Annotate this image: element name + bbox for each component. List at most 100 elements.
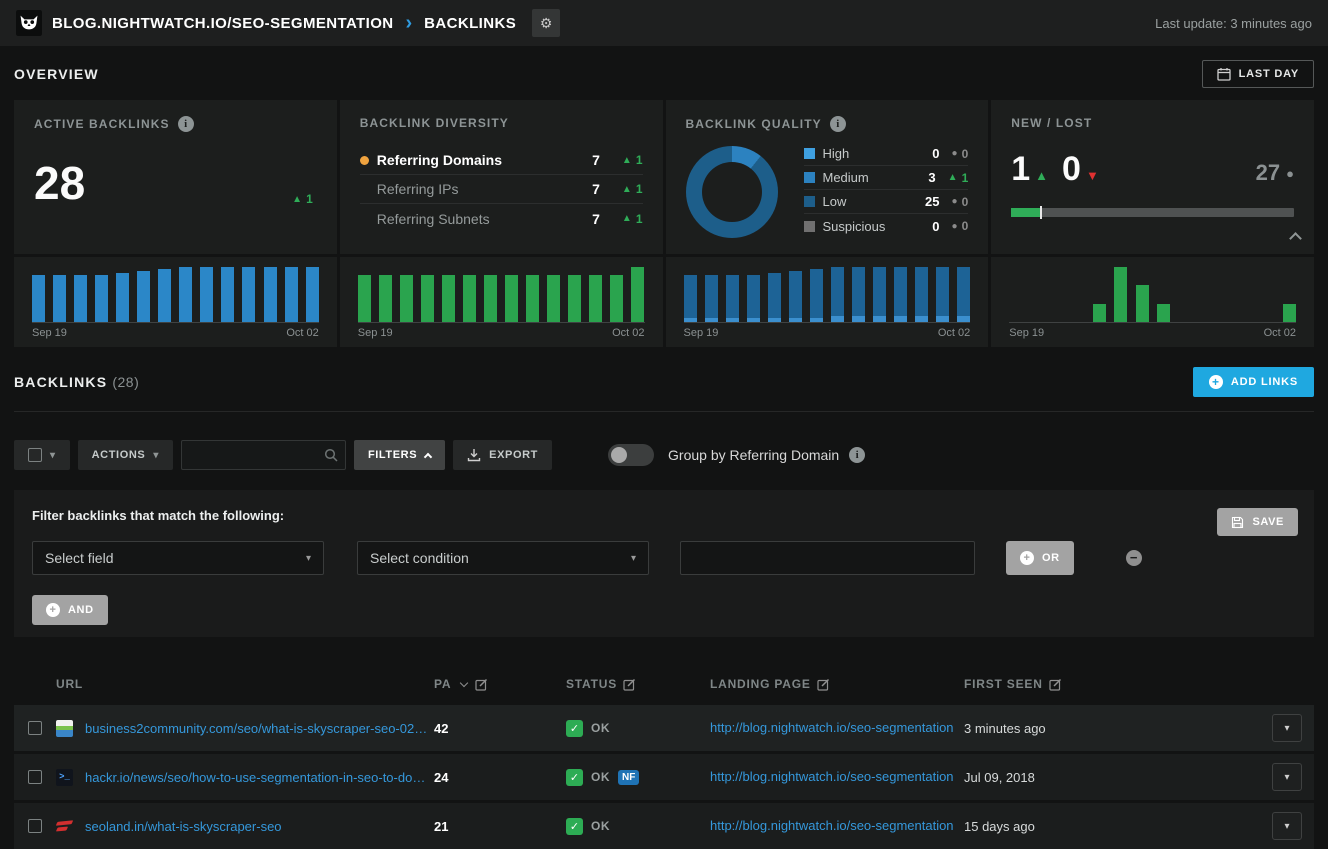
remove-condition-button[interactable]: − [1126, 550, 1142, 566]
column-url: URL [56, 677, 434, 691]
new-lost-card: NEW / LOST 1 ▲ 0 ▼ 27● [991, 100, 1314, 254]
info-icon[interactable]: i [178, 116, 194, 132]
bar-chart [32, 267, 319, 323]
row-checkbox[interactable] [28, 721, 42, 735]
export-button[interactable]: EXPORT [453, 440, 552, 470]
add-and-condition-button[interactable]: + AND [32, 595, 108, 625]
save-filter-button[interactable]: SAVE [1217, 508, 1298, 536]
dot-icon: ● [952, 221, 958, 232]
plus-icon: + [1020, 551, 1034, 565]
chevron-down-icon: ▾ [153, 450, 159, 461]
card-title: BACKLINK DIVERSITY [360, 116, 509, 130]
active-backlinks-chart: Sep 19Oct 02 [14, 257, 337, 347]
series-dot [360, 156, 369, 165]
info-icon[interactable]: i [849, 447, 865, 463]
legend-swatch [804, 196, 815, 207]
quality-row[interactable]: Suspicious 0 ●0 [804, 214, 969, 238]
row-actions-dropdown[interactable]: ▾ [1272, 812, 1302, 840]
sort-chevron-icon[interactable] [460, 679, 468, 687]
settings-button[interactable]: ⚙ [532, 9, 560, 37]
table-header: URL PA STATUS LANDING PAGE FIRST SEEN [14, 663, 1314, 705]
group-by-label: Group by Referring Domain [668, 447, 839, 463]
add-or-condition-button[interactable]: + OR [1006, 541, 1074, 575]
x-axis-start: Sep 19 [32, 327, 67, 339]
actions-dropdown[interactable]: ACTIONS ▾ [78, 440, 173, 470]
diversity-row[interactable]: Referring Subnets 7 ▲1 [360, 204, 643, 233]
add-links-button[interactable]: + ADD LINKS [1193, 367, 1314, 397]
backlinks-count: (28) [112, 374, 139, 390]
card-title: NEW / LOST [1011, 116, 1092, 130]
plus-icon: + [1209, 375, 1223, 389]
select-all-checkbox[interactable] [28, 448, 42, 462]
filter-value-input[interactable] [680, 541, 975, 575]
date-range-button[interactable]: LAST DAY [1202, 60, 1314, 88]
diversity-row[interactable]: Referring IPs 7 ▲1 [360, 175, 643, 204]
backlink-diversity-card: BACKLINK DIVERSITY Referring Domains 7 ▲… [340, 100, 663, 254]
backlink-url[interactable]: hackr.io/news/seo/how-to-use-segmentatio… [85, 770, 434, 785]
diversity-row[interactable]: Referring Domains 7 ▲1 [360, 146, 643, 175]
up-arrow-icon: ▲ [622, 155, 632, 166]
bar-chart [1009, 267, 1296, 323]
up-arrow-icon: ▲ [1035, 168, 1048, 183]
landing-page-link[interactable]: http://blog.nightwatch.io/seo-segmentati… [710, 720, 954, 735]
quality-row[interactable]: Medium 3 ▲1 [804, 166, 969, 190]
column-landing-page[interactable]: LANDING PAGE [710, 677, 964, 691]
legend-swatch [804, 148, 815, 159]
edit-column-icon[interactable] [623, 678, 636, 691]
chevron-down-icon: ▾ [1284, 772, 1289, 783]
info-icon[interactable]: i [830, 116, 846, 132]
edit-column-icon[interactable] [1049, 678, 1062, 691]
status-text: OK [591, 770, 610, 784]
bar-chart [358, 267, 645, 323]
breadcrumb-site[interactable]: BLOG.NIGHTWATCH.IO/SEO-SEGMENTATION [52, 15, 394, 32]
row-checkbox[interactable] [28, 770, 42, 784]
up-arrow-icon: ▲ [622, 184, 632, 195]
row-actions-dropdown[interactable]: ▾ [1272, 763, 1302, 791]
collapse-overview-button[interactable] [1291, 230, 1300, 248]
chevron-down-icon: ▾ [631, 553, 636, 564]
condition-select[interactable]: Select condition ▾ [357, 541, 649, 575]
pa-value: 42 [434, 721, 566, 736]
row-checkbox[interactable] [28, 819, 42, 833]
legend-swatch [804, 221, 815, 232]
table-row[interactable]: business2community.com/seo/what-is-skysc… [14, 705, 1314, 751]
legend-swatch [804, 172, 815, 183]
breadcrumb-section: BACKLINKS [424, 15, 516, 32]
x-axis-start: Sep 19 [1009, 327, 1044, 339]
search-input[interactable] [181, 440, 346, 470]
x-axis-end: Oct 02 [612, 327, 644, 339]
chevron-down-icon: ▾ [50, 450, 56, 461]
column-first-seen[interactable]: FIRST SEEN [964, 677, 1272, 691]
remaining-count: 27 [1256, 160, 1280, 186]
edit-column-icon[interactable] [817, 678, 830, 691]
landing-page-link[interactable]: http://blog.nightwatch.io/seo-segmentati… [710, 818, 954, 833]
column-pa[interactable]: PA [434, 677, 566, 691]
filters-button[interactable]: FILTERS [354, 440, 445, 470]
new-lost-chart: Sep 19 Oct 02 [991, 257, 1314, 347]
nightwatch-logo-icon [16, 10, 42, 36]
chevron-down-icon: ▾ [1284, 821, 1289, 832]
group-by-toggle[interactable] [608, 444, 654, 466]
table-row[interactable]: seoland.in/what-is-skyscraper-seo 21 ✓ O… [14, 803, 1314, 849]
first-seen-value: 3 minutes ago [964, 721, 1272, 736]
column-status[interactable]: STATUS [566, 677, 710, 691]
calendar-icon [1217, 67, 1231, 81]
active-backlinks-card: ACTIVE BACKLINKS i 28 ▲1 [14, 100, 337, 254]
landing-page-link[interactable]: http://blog.nightwatch.io/seo-segmentati… [710, 769, 954, 784]
backlink-url[interactable]: seoland.in/what-is-skyscraper-seo [85, 819, 282, 834]
save-icon [1231, 516, 1244, 529]
quality-row[interactable]: High 0 ●0 [804, 142, 969, 166]
chevron-up-icon [424, 452, 432, 460]
active-backlinks-delta: ▲1 [292, 192, 313, 206]
topbar: BLOG.NIGHTWATCH.IO/SEO-SEGMENTATION › BA… [0, 0, 1328, 46]
x-axis-end: Oct 02 [1264, 327, 1296, 339]
select-all-dropdown[interactable]: ▾ [14, 440, 70, 470]
last-update-text: Last update: 3 minutes ago [1155, 16, 1312, 31]
backlink-url[interactable]: business2community.com/seo/what-is-skysc… [85, 721, 434, 736]
quality-row[interactable]: Low 25 ●0 [804, 190, 969, 214]
table-row[interactable]: hackr.io/news/seo/how-to-use-segmentatio… [14, 754, 1314, 800]
x-axis-start: Sep 19 [358, 327, 393, 339]
edit-column-icon[interactable] [475, 678, 488, 691]
field-select[interactable]: Select field ▾ [32, 541, 324, 575]
row-actions-dropdown[interactable]: ▾ [1272, 714, 1302, 742]
